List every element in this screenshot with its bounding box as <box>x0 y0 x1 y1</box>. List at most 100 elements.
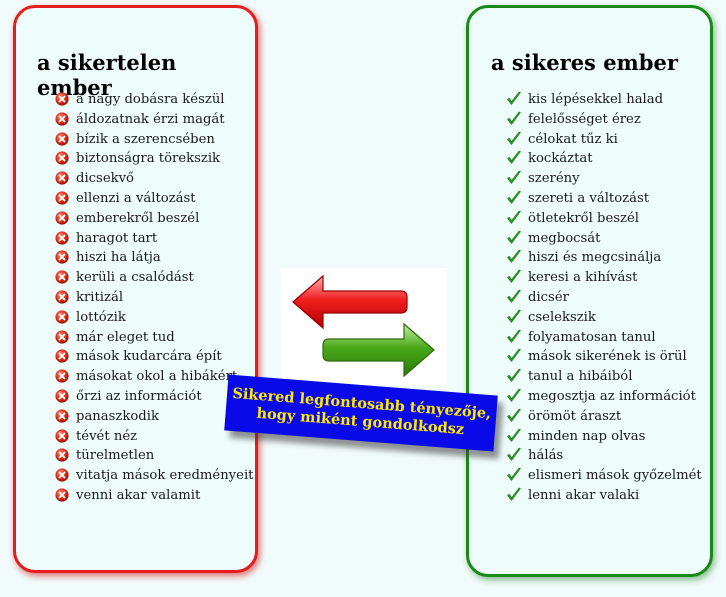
trait-text: biztonságra törekszik <box>76 151 221 167</box>
trait-text: őrzi az információt <box>76 388 202 404</box>
successful-trait-item: folyamatosan tanul <box>506 328 706 348</box>
trait-text: megosztja az információt <box>528 388 696 404</box>
unsuccessful-traits-list: a nagy dobásra készül áldozatnak érzi mag… <box>54 90 254 506</box>
trait-text: hálás <box>528 448 564 464</box>
red-x-icon <box>55 211 69 225</box>
unsuccessful-trait-item: biztonságra törekszik <box>54 149 254 169</box>
red-x-icon <box>55 428 69 443</box>
unsuccessful-panel-title: a sikertelen ember <box>37 50 177 100</box>
green-check-icon <box>506 249 522 265</box>
unsuccessful-trait-item: a nagy dobásra készül <box>54 90 254 110</box>
green-check-icon <box>506 408 522 424</box>
unsuccessful-person-panel: a sikertelen ember a nagy dobásra készül… <box>13 5 258 573</box>
trait-text: kritizál <box>76 289 124 305</box>
successful-trait-item: célokat tűz ki <box>506 130 706 150</box>
unsuccessful-trait-item: kritizál <box>54 288 254 308</box>
red-x-icon <box>55 409 69 423</box>
red-x-icon <box>55 131 69 146</box>
green-check-icon <box>506 487 522 503</box>
trait-text: szerény <box>528 171 580 187</box>
unsuccessful-trait-item: türelmetlen <box>54 446 254 466</box>
green-check-icon <box>506 150 522 166</box>
red-x-icon <box>55 250 69 264</box>
trait-text: türelmetlen <box>76 448 155 464</box>
unsuccessful-trait-item: dicsekvő <box>54 169 254 189</box>
unsuccessful-trait-item: áldozatnak érzi magát <box>54 110 254 130</box>
trait-text: emberekről beszél <box>76 210 200 226</box>
green-check-icon <box>506 388 522 404</box>
trait-text: mások sikerének is örül <box>528 349 687 365</box>
green-check-icon <box>506 269 522 285</box>
green-check-icon <box>506 91 522 107</box>
successful-trait-item: lenni akar valaki <box>506 486 706 506</box>
trait-text: vitatja mások eredményeit <box>76 468 254 484</box>
successful-trait-item: ötletekről beszél <box>506 209 706 229</box>
trait-text: célokat tűz ki <box>528 131 618 147</box>
green-check-icon <box>506 447 522 463</box>
unsuccessful-trait-item: panaszkodik <box>54 407 254 427</box>
trait-text: venni akar valamit <box>76 487 201 503</box>
green-check-icon <box>506 329 522 345</box>
unsuccessful-trait-item: kerüli a csalódást <box>54 268 254 288</box>
green-check-icon <box>506 428 522 444</box>
successful-trait-item: felelősséget érez <box>506 110 706 130</box>
trait-text: bízik a szerencsében <box>76 131 215 147</box>
trait-text: már eleget tud <box>76 329 175 345</box>
trait-text: áldozatnak érzi magát <box>76 111 225 127</box>
unsuccessful-trait-item: őrzi az információt <box>54 387 254 407</box>
trait-text: ötletekről beszél <box>528 210 639 226</box>
red-x-icon <box>55 270 69 284</box>
green-check-icon <box>506 368 522 384</box>
green-check-icon <box>506 210 522 226</box>
trait-text: haragot tart <box>76 230 158 246</box>
trait-text: dicsér <box>528 289 569 305</box>
unsuccessful-trait-item: venni akar valamit <box>54 486 254 506</box>
successful-trait-item: szereti a változást <box>506 189 706 209</box>
green-check-icon <box>506 131 522 147</box>
trait-text: tanul a hibáiból <box>528 369 633 385</box>
red-x-icon <box>55 151 69 165</box>
green-check-icon <box>506 289 522 305</box>
green-check-icon <box>506 348 522 364</box>
unsuccessful-trait-item: ellenzi a változást <box>54 189 254 209</box>
successful-trait-item: keresi a kihívást <box>506 268 706 288</box>
unsuccessful-trait-item: tévét néz <box>54 427 254 447</box>
trait-text: folyamatosan tanul <box>528 329 656 345</box>
trait-text: hiszi ha látja <box>76 250 161 266</box>
green-check-icon <box>506 309 522 325</box>
trait-text: cselekszik <box>528 309 596 325</box>
successful-trait-item: kockáztat <box>506 149 706 169</box>
unsuccessful-trait-item: másokat okol a hibákért <box>54 367 254 387</box>
successful-traits-list: kis lépésekkel halad felelősséget érez cél… <box>506 90 706 506</box>
trait-text: megbocsát <box>528 230 601 246</box>
red-x-icon <box>55 92 69 106</box>
successful-panel-title: a sikeres ember <box>491 50 678 75</box>
successful-trait-item: minden nap olvas <box>506 427 706 447</box>
unsuccessful-trait-item: már eleget tud <box>54 328 254 348</box>
green-check-icon <box>506 467 522 483</box>
unsuccessful-trait-item: vitatja mások eredményeit <box>54 466 254 486</box>
red-x-icon <box>55 349 69 363</box>
successful-trait-item: kis lépésekkel halad <box>506 90 706 110</box>
trait-text: kockáztat <box>528 151 593 167</box>
trait-text: elismeri mások győzelmét <box>528 468 702 484</box>
successful-person-panel: a sikeres ember kis lépésekkel halad fele… <box>466 5 713 577</box>
successful-trait-item: dicsér <box>506 288 706 308</box>
trait-text: mások kudarcára épít <box>76 349 222 365</box>
successful-trait-item: szerény <box>506 169 706 189</box>
red-x-icon <box>55 468 69 482</box>
trait-text: panaszkodik <box>76 408 159 424</box>
trait-text: szereti a változást <box>528 190 650 206</box>
unsuccessful-trait-item: haragot tart <box>54 229 254 249</box>
red-x-icon <box>55 191 69 205</box>
trait-text: örömöt áraszt <box>528 408 622 424</box>
red-x-icon <box>55 112 69 126</box>
trait-text: lenni akar valaki <box>528 487 640 503</box>
green-check-icon <box>506 111 522 127</box>
successful-trait-item: mások sikerének is örül <box>506 347 706 367</box>
trait-text: keresi a kihívást <box>528 270 638 286</box>
red-x-icon <box>55 230 69 245</box>
red-x-icon <box>55 310 69 324</box>
successful-trait-item: cselekszik <box>506 308 706 328</box>
unsuccessful-trait-item: hiszi ha látja <box>54 248 254 268</box>
